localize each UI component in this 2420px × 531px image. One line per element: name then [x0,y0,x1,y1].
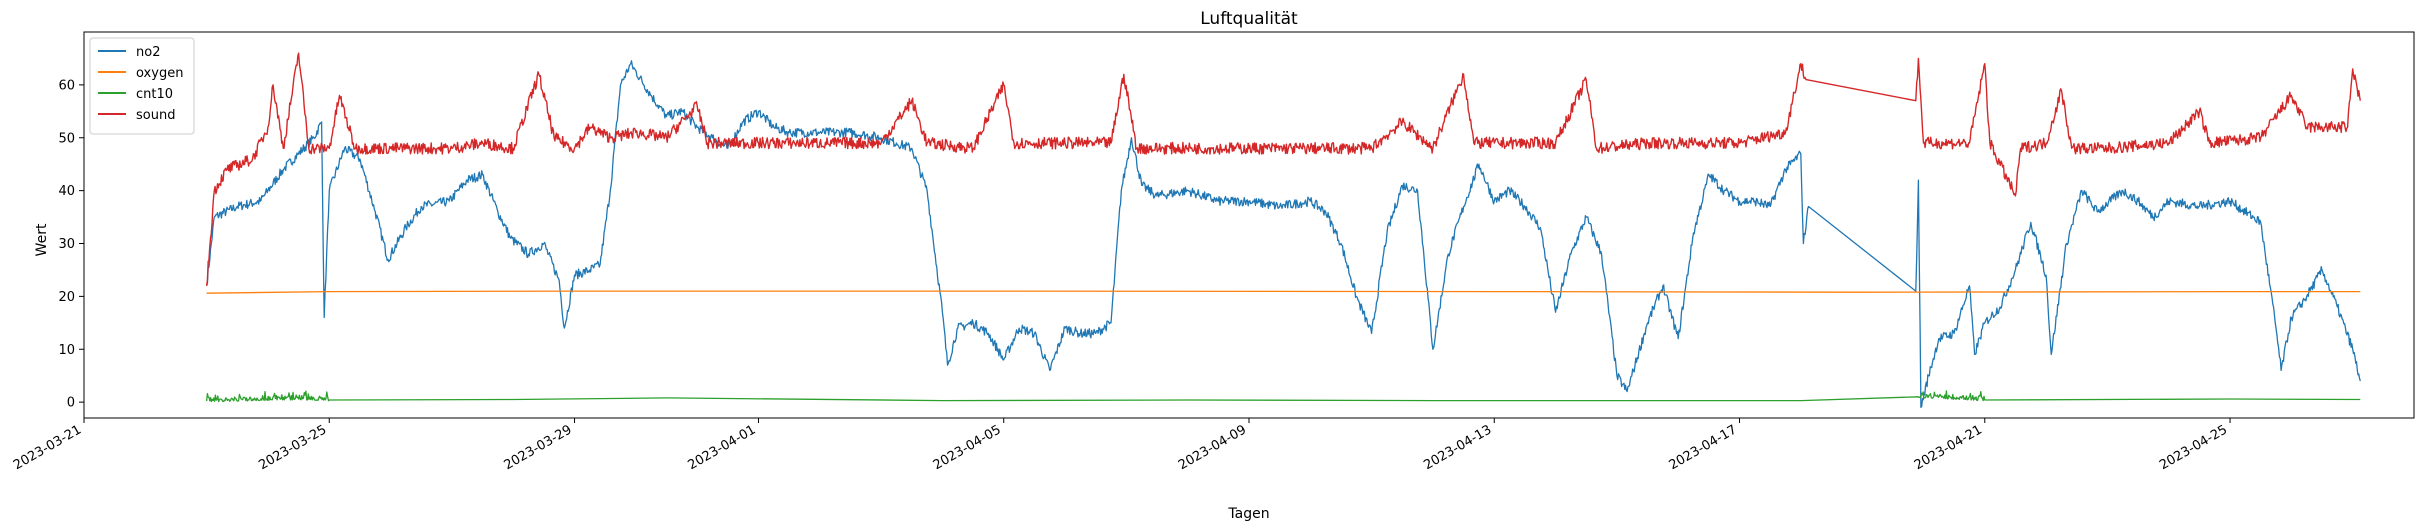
legend-label-cnt10: cnt10 [136,87,173,102]
y-tick-label: 10 [58,343,75,358]
series-line-oxygen [206,290,2361,294]
y-tick-label: 0 [67,396,75,411]
legend-label-oxygen: oxygen [136,66,183,81]
y-tick-label: 30 [58,237,75,252]
y-tick-label: 60 [58,78,75,93]
y-axis-title: Wert [34,223,50,256]
legend: no2 oxygen cnt10 sound [89,37,195,135]
plot-area [205,52,2361,409]
series-line-no2 [205,60,2361,409]
legend-box [89,37,195,135]
y-tick-label: 20 [58,290,75,305]
y-tick-label: 40 [58,184,75,199]
series-line-sound [205,52,2361,286]
y-tick-label: 50 [58,131,75,146]
chart-title: Luftqualität [1200,9,1298,29]
legend-label-sound: sound [136,108,175,123]
legend-label-no2: no2 [136,45,160,60]
x-axis-title: Tagen [1227,506,1269,522]
series-line-cnt10 [205,390,2361,403]
